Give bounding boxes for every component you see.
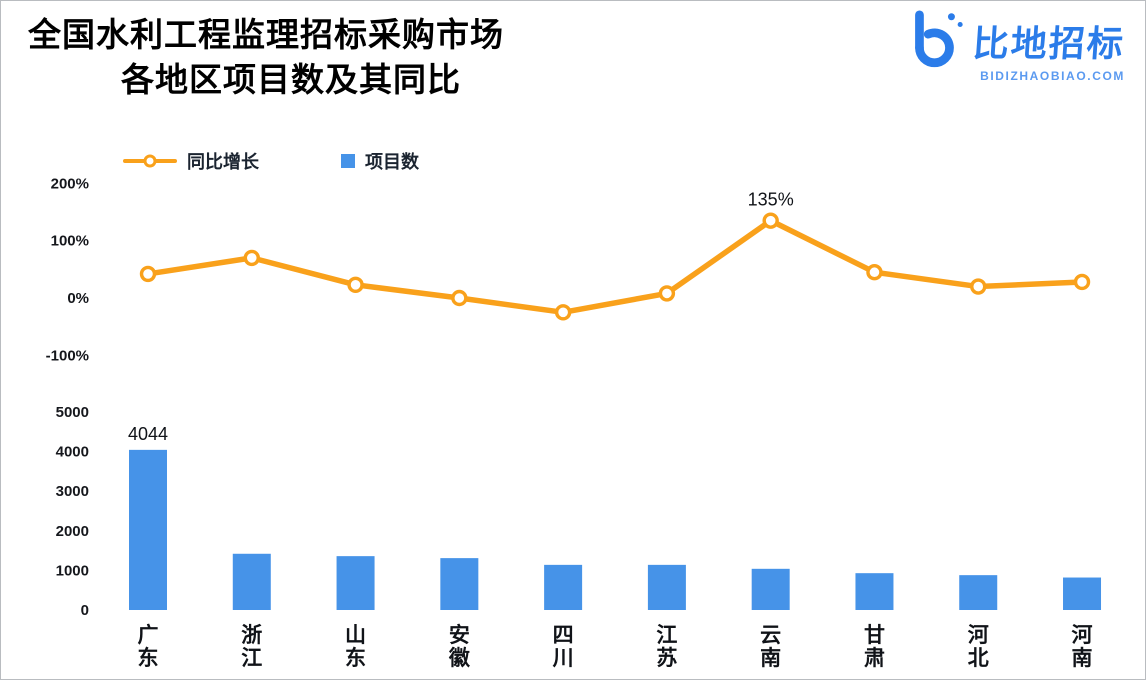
line-axis-tick-label: -100% — [46, 347, 89, 364]
trend-line — [145, 217, 1085, 316]
line-point — [554, 304, 572, 321]
line-point — [1073, 273, 1091, 291]
legend-label-growth: 同比增长 — [187, 152, 259, 172]
category-label: 河北 — [968, 624, 989, 670]
page-title: 全国水利工程监理招标采购市场 各地区项目数及其同比 — [28, 13, 504, 102]
brand-logo: 比地招标 BIDIZHAOBIAO.COM — [903, 9, 1126, 83]
bar — [129, 449, 167, 610]
bar-series-marker — [341, 154, 355, 168]
brand-logo-text: 比地招标 BIDIZHAOBIAO.COM — [971, 9, 1126, 83]
line-point — [451, 289, 468, 307]
line-axis-tick-label: 200% — [51, 175, 89, 192]
bar — [232, 553, 271, 610]
bar-axis-tick-label: 1000 — [56, 562, 89, 579]
bar — [959, 575, 998, 610]
legend-item-growth: 同比增长 — [123, 148, 259, 174]
line-point — [347, 276, 364, 294]
bar-axis-tick-label: 4000 — [56, 444, 89, 461]
bar-axis-tick-label: 3000 — [56, 483, 89, 500]
category-label: 江苏 — [656, 624, 677, 670]
bar — [751, 568, 790, 610]
bar — [336, 556, 375, 610]
bar-axis-tick-label: 5000 — [56, 404, 89, 421]
line-series-marker — [123, 154, 177, 168]
line-point — [762, 212, 779, 229]
line-axis-tick-label: 0% — [67, 290, 89, 307]
category-label: 河南 — [1072, 624, 1093, 670]
category-label: 甘肃 — [864, 624, 885, 670]
legend-item-projects: 项目数 — [341, 148, 419, 174]
line-point — [970, 278, 987, 295]
line-series-marker-dot — [143, 154, 157, 168]
bar — [647, 564, 686, 610]
category-label: 安徽 — [448, 623, 471, 670]
line-point — [866, 264, 883, 281]
title-line-2: 各地区项目数及其同比 — [121, 60, 461, 98]
legend-label-projects: 项目数 — [365, 152, 419, 172]
chart-legend: 同比增长 项目数 — [123, 148, 419, 174]
line-axis-tick-label: 100% — [51, 233, 89, 250]
category-label: 广东 — [138, 623, 159, 670]
bar — [1063, 577, 1102, 610]
brand-logo-icon — [915, 10, 963, 68]
bar-data-label: 4044 — [128, 424, 168, 444]
category-label: 四川 — [552, 624, 574, 670]
bar-axis-tick-label: 2000 — [56, 523, 89, 540]
bar-axis-tick-label: 0 — [81, 602, 89, 619]
line-point — [139, 265, 157, 283]
bar — [544, 564, 583, 610]
line-point — [658, 285, 676, 302]
category-label: 浙江 — [241, 624, 262, 670]
bar — [440, 558, 479, 610]
line-point — [243, 249, 260, 267]
brand-domain: BIDIZHAOBIAO.COM — [980, 69, 1125, 83]
line-data-label: 135% — [748, 190, 794, 210]
category-label: 云南 — [760, 624, 781, 670]
bar — [855, 573, 894, 610]
title-line-1: 全国水利工程监理招标采购市场 — [28, 16, 504, 53]
category-label: 山东 — [345, 624, 366, 670]
